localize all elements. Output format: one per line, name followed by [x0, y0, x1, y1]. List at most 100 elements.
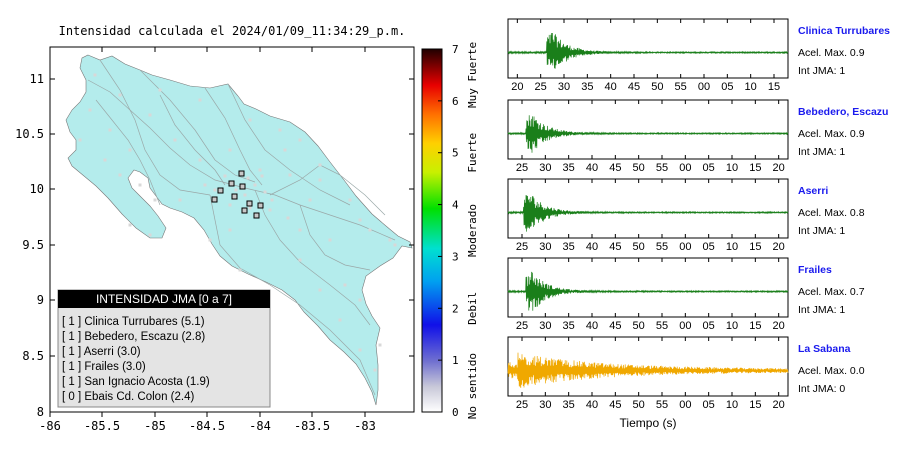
waveform-frame [507, 257, 789, 318]
time-tick-label: 10 [726, 162, 738, 174]
town-dot [158, 88, 162, 92]
town-dot [378, 343, 382, 347]
town-dot [178, 198, 182, 202]
station-marker [253, 212, 260, 219]
time-tick-label: 35 [563, 241, 575, 253]
town-dot [228, 228, 232, 232]
town-dot [198, 158, 202, 162]
town-dot [286, 216, 290, 220]
town-dot [118, 93, 122, 97]
town-dot [388, 238, 392, 242]
time-tick-label: 10 [745, 81, 757, 93]
time-tick-label: 20 [773, 320, 785, 332]
map-x-axis: -86 -85.5 -85 -84.5 -84 -83.5 -83 [39, 47, 376, 433]
legend-entry: [ 1 ] Clinica Turrubares (5.1) [62, 316, 205, 328]
time-tick-label: 45 [609, 399, 621, 411]
time-tick-label: 45 [628, 81, 640, 93]
town-dot [358, 348, 362, 352]
waveform-panel: 25 30 35 40 45 50 55 00 05 10 15 20 Frailes Acel. Max… [507, 257, 865, 332]
time-tick-label: 05 [703, 241, 715, 253]
town-dot [268, 208, 272, 212]
x-tick-label: -86 [39, 419, 61, 433]
intensity-colorbar [421, 48, 443, 413]
time-tick-label: 30 [539, 399, 551, 411]
time-tick-label: 55 [656, 162, 668, 174]
station-accel: Acel. Max. 0.9 [798, 47, 865, 59]
time-tick-label: 05 [703, 162, 715, 174]
time-tick-label: 30 [539, 320, 551, 332]
time-tick-label: 05 [703, 320, 715, 332]
station-name: Aserri [798, 185, 828, 197]
station-accel: Acel. Max. 0.8 [798, 207, 865, 219]
station-marker [257, 202, 264, 209]
station-jma: Int JMA: 1 [798, 304, 845, 316]
time-tick-label: 00 [679, 241, 691, 253]
town-dot [248, 118, 252, 122]
town-dot [368, 228, 372, 232]
x-tick-label: -84 [249, 419, 271, 433]
town-dot [318, 178, 322, 182]
town-dot [138, 183, 142, 187]
town-dot [393, 243, 397, 247]
legend-entry: [ 1 ] Frailes (3.0) [62, 361, 146, 373]
town-dot [270, 198, 274, 202]
map-legend: INTENSIDAD JMA [0 a 7] [ 1 ] Clinica Tur… [57, 289, 271, 408]
town-dot [246, 176, 250, 180]
time-tick-label: 15 [768, 81, 780, 93]
station-marker [239, 183, 246, 190]
y-tick-label: 8.5 [22, 349, 44, 363]
station-marker [228, 180, 235, 187]
colorbar-category-label: No sentido [466, 353, 479, 419]
waveform-panel: 25 30 35 40 45 50 55 00 05 10 15 20 Aserri Acel. Max.… [507, 178, 865, 253]
town-dot [308, 198, 312, 202]
colorbar-category-label: Moderado [466, 204, 479, 257]
station-accel: Acel. Max. 0.0 [798, 365, 865, 377]
waveform-frame [507, 99, 789, 160]
station-name: Frailes [798, 264, 832, 276]
time-tick-label: 00 [698, 81, 710, 93]
colorbar-category-label: Muy Fuerte [466, 42, 479, 108]
town-dot [358, 298, 362, 302]
station-name: La Sabana [798, 343, 851, 355]
town-dot [128, 148, 132, 152]
time-tick-label: 10 [726, 399, 738, 411]
legend-entry: [ 1 ] San Ignacio Acosta (1.9) [62, 376, 210, 388]
station-jma: Int JMA: 1 [798, 225, 845, 237]
time-tick-label: 20 [773, 241, 785, 253]
time-tick-label: 40 [586, 162, 598, 174]
time-tick-label: 55 [675, 81, 687, 93]
time-tick-label: 40 [586, 399, 598, 411]
time-tick-label: 45 [609, 162, 621, 174]
town-dot [78, 138, 82, 142]
town-dot [318, 288, 322, 292]
station-marker [211, 196, 218, 203]
time-tick-label: 00 [679, 320, 691, 332]
town-dot [228, 148, 232, 152]
town-dot [328, 238, 332, 242]
waveform-panel: 20 25 30 35 40 45 50 55 00 05 10 15 Clinica Turrubar… [507, 18, 890, 93]
colorbar-tick-label: 5 [452, 147, 459, 160]
town-dot [223, 174, 227, 178]
town-dot [298, 138, 302, 142]
colorbar-tick-label: 4 [452, 199, 459, 212]
colorbar-tick-label: 0 [452, 406, 459, 419]
station-markers [211, 170, 264, 219]
station-name: Bebedero, Escazu [798, 106, 888, 118]
x-tick-label: -85.5 [84, 419, 120, 433]
time-tick-label: 10 [726, 241, 738, 253]
time-tick-label: 30 [539, 241, 551, 253]
x-tick-label: -85 [144, 419, 166, 433]
town-dot [278, 128, 282, 132]
time-tick-label: 30 [558, 81, 570, 93]
time-tick-label: 20 [773, 162, 785, 174]
town-dot [198, 98, 202, 102]
town-dot [338, 318, 342, 322]
x-tick-label: -83 [354, 419, 376, 433]
time-tick-label: 15 [749, 399, 761, 411]
time-tick-label: 05 [703, 399, 715, 411]
time-tick-label: 50 [633, 162, 645, 174]
time-tick-label: 15 [749, 320, 761, 332]
town-dot [348, 198, 352, 202]
town-dot [203, 183, 207, 187]
